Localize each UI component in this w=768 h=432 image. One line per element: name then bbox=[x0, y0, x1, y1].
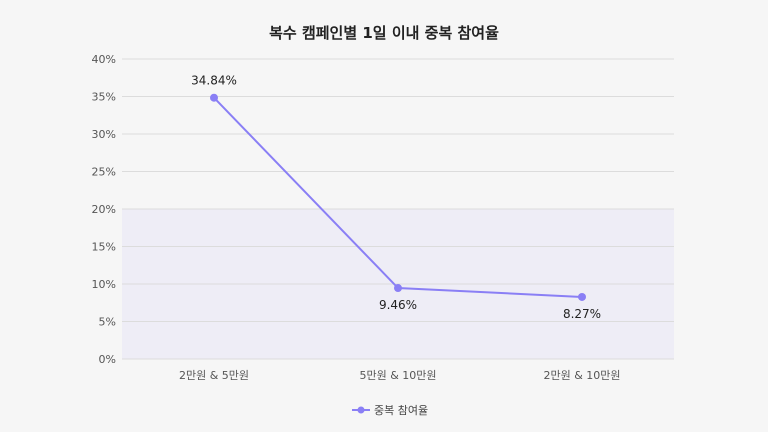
data-point bbox=[578, 292, 586, 301]
y-tick-label: 40% bbox=[92, 53, 116, 66]
y-tick-label: 25% bbox=[92, 166, 116, 179]
legend-label: 중복 참여율 bbox=[374, 404, 428, 417]
data-labels: 34.84% 9.46% 8.27% bbox=[191, 74, 601, 321]
y-tick-label: 35% bbox=[92, 91, 116, 104]
x-tick-label: 2만원 & 10만원 bbox=[543, 369, 620, 382]
data-label: 34.84% bbox=[191, 74, 237, 88]
y-tick-label: 30% bbox=[92, 128, 116, 141]
data-label: 9.46% bbox=[379, 298, 417, 312]
chart-title: 복수 캠페인별 1일 이내 중복 참여율 bbox=[269, 24, 499, 42]
legend[interactable]: 중복 참여율 bbox=[352, 404, 428, 417]
data-point bbox=[394, 284, 402, 293]
y-axis: 0% 5% 10% 15% 20% 25% 30% 35% 40% bbox=[92, 53, 116, 366]
y-tick-label: 20% bbox=[92, 203, 116, 216]
data-label: 8.27% bbox=[563, 307, 601, 321]
y-tick-label: 10% bbox=[92, 278, 116, 291]
legend-marker bbox=[357, 406, 365, 414]
data-point bbox=[210, 93, 218, 102]
series-group bbox=[210, 93, 586, 301]
y-tick-label: 15% bbox=[92, 241, 116, 254]
x-tick-label: 2만원 & 5만원 bbox=[179, 369, 249, 382]
x-axis: 2만원 & 5만원 5만원 & 10만원 2만원 & 10만원 bbox=[179, 369, 621, 382]
x-tick-label: 5만원 & 10만원 bbox=[359, 369, 436, 382]
y-tick-label: 0% bbox=[99, 353, 116, 366]
y-tick-label: 5% bbox=[99, 316, 116, 329]
